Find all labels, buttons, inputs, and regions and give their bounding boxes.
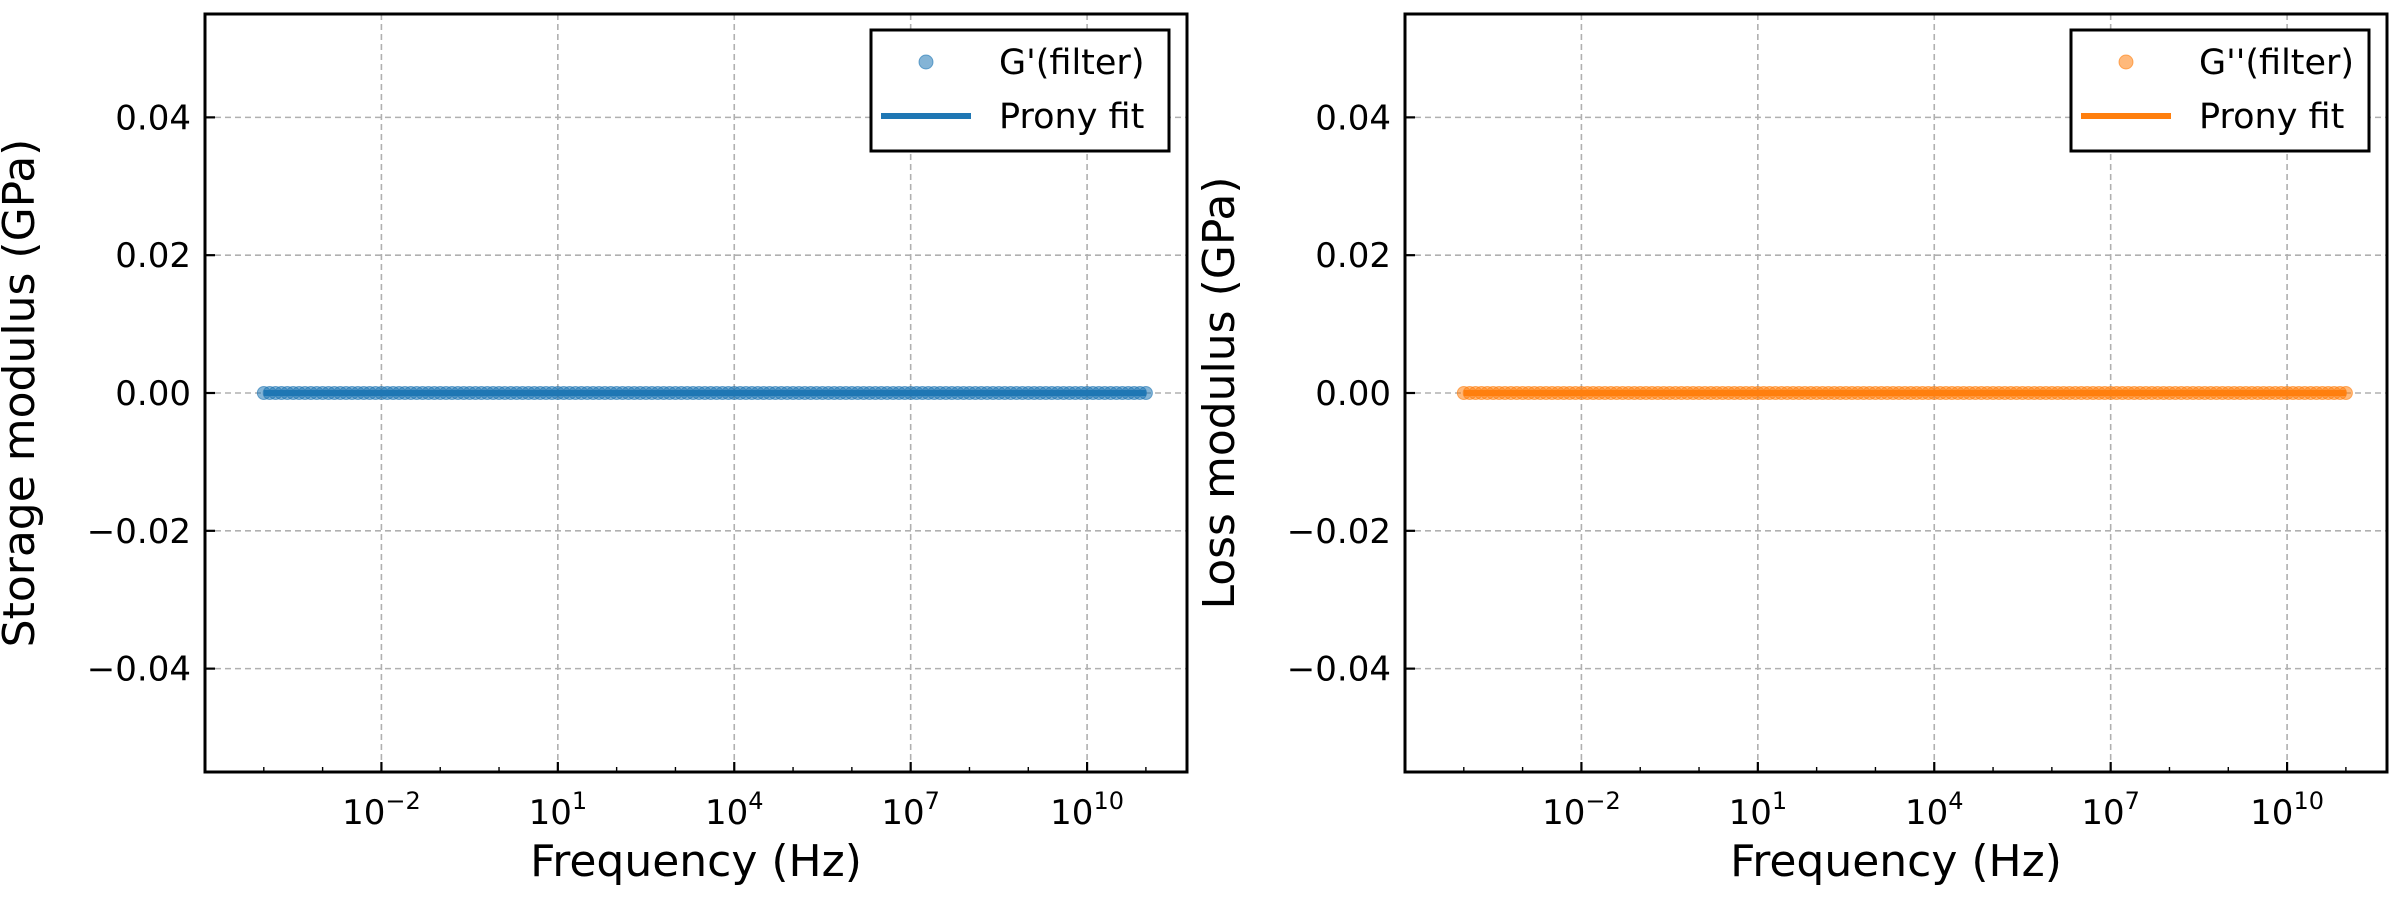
right-legend-marker — [2118, 54, 2134, 70]
left-x-tick-label: 104 — [705, 787, 764, 833]
right-x-axis-label: Frequency (Hz) — [1730, 836, 2062, 887]
right-legend: G''(filter) Prony fit — [2069, 28, 2371, 153]
left-x-tick-label: 10−2 — [342, 787, 421, 833]
right-y-tick-label: 0.04 — [1315, 98, 1391, 138]
right-y-tick-label: −0.02 — [1287, 512, 1391, 552]
left-y-tick-label: −0.02 — [87, 512, 191, 552]
left-legend-box — [869, 28, 1171, 153]
right-y-tick-label: 0.02 — [1315, 236, 1391, 276]
right-x-tick-label: 101 — [1729, 787, 1788, 833]
left-x-tick-label: 1010 — [1050, 787, 1124, 833]
left-x-axis-label: Frequency (Hz) — [530, 836, 862, 887]
left-legend-marker — [918, 54, 934, 70]
left-x-tick-label: 101 — [529, 787, 588, 833]
left-y-tick-label: −0.04 — [87, 650, 191, 690]
right-legend-box — [2069, 28, 2371, 153]
left-y-tick-label: 0.00 — [115, 374, 191, 414]
left-legend-label: Prony fit — [999, 97, 1144, 137]
right-x-tick-label: 107 — [2081, 787, 2140, 833]
right-y-axis-label: Loss modulus (GPa) — [1194, 176, 1245, 609]
left-legend: G'(filter) Prony fit — [869, 28, 1171, 153]
right-panel: 10−2 101 104 107 1010 0.04 0.02 0.00 −0.02 −0.04 F… — [1194, 12, 2389, 887]
right-legend-label: G''(filter) — [2199, 43, 2354, 83]
left-panel: 10−2 101 104 107 1010 0.04 0.02 0.00 −0.02 −0.04 F… — [0, 12, 1189, 887]
right-y-tick-label: −0.04 — [1287, 650, 1391, 690]
left-y-tick-label: 0.02 — [115, 236, 191, 276]
left-x-tick-label: 107 — [881, 787, 940, 833]
right-x-tick-label: 104 — [1905, 787, 1964, 833]
right-x-tick-label: 1010 — [2250, 787, 2324, 833]
right-x-tick-label: 10−2 — [1542, 787, 1621, 833]
right-y-tick-label: 0.00 — [1315, 374, 1391, 414]
left-legend-label: G'(filter) — [999, 43, 1144, 83]
left-y-tick-label: 0.04 — [115, 98, 191, 138]
right-legend-label: Prony fit — [2199, 97, 2344, 137]
left-y-axis-label: Storage modulus (GPa) — [0, 139, 45, 648]
